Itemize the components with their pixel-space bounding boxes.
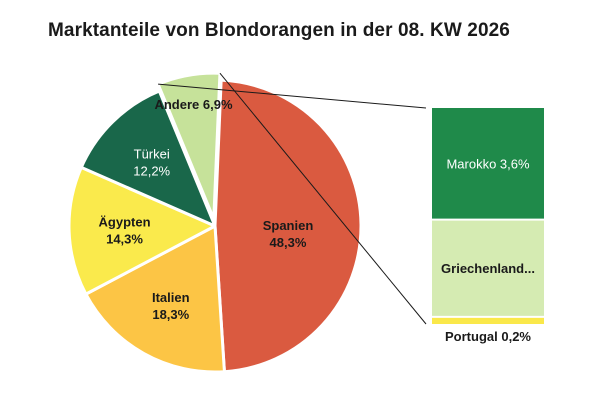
- slice-value-italien: 18,3%: [152, 307, 189, 322]
- slice-value-tuerkei: 12,2%: [133, 163, 170, 178]
- pie-slice-labels: Spanien 48,3% Italien 18,3% Ägypten 14,3% Türk…: [99, 97, 314, 322]
- pie-slice-tuerkei: [79, 89, 217, 228]
- breakdown-label-marokko: Marokko 3,6%: [446, 156, 530, 171]
- slice-label-spanien: Spanien: [263, 218, 314, 233]
- breakdown-connectors: [158, 72, 427, 325]
- slice-label-aegypten: Ägypten: [99, 214, 151, 229]
- slice-label-andere: Andere 6,9%: [154, 97, 232, 112]
- chart-title: Marktanteile von Blondorangen in der 08.…: [48, 20, 510, 41]
- breakdown-segment-griechenland: [432, 220, 544, 316]
- slice-value-spanien: 48,3%: [270, 235, 307, 250]
- slice-value-aegypten: 14,3%: [106, 231, 143, 246]
- connector-line-bottom: [219, 72, 427, 325]
- pie-slice-italien: [84, 224, 226, 374]
- breakdown-bar: [432, 108, 544, 324]
- breakdown-label-griechenland: Griechenland...: [441, 261, 535, 276]
- breakdown-labels: Marokko 3,6% Griechenland... Portugal 0,2%: [441, 156, 535, 344]
- pie-slice-aegypten: [67, 165, 217, 296]
- slice-label-italien: Italien: [152, 290, 190, 305]
- pie-slices: [67, 71, 363, 374]
- breakdown-label-portugal: Portugal 0,2%: [445, 329, 531, 344]
- breakdown-segment-marokko: [432, 108, 544, 219]
- breakdown-segment-portugal: [432, 317, 544, 324]
- connector-line-top: [158, 83, 427, 109]
- slice-label-tuerkei: Türkei: [134, 146, 170, 161]
